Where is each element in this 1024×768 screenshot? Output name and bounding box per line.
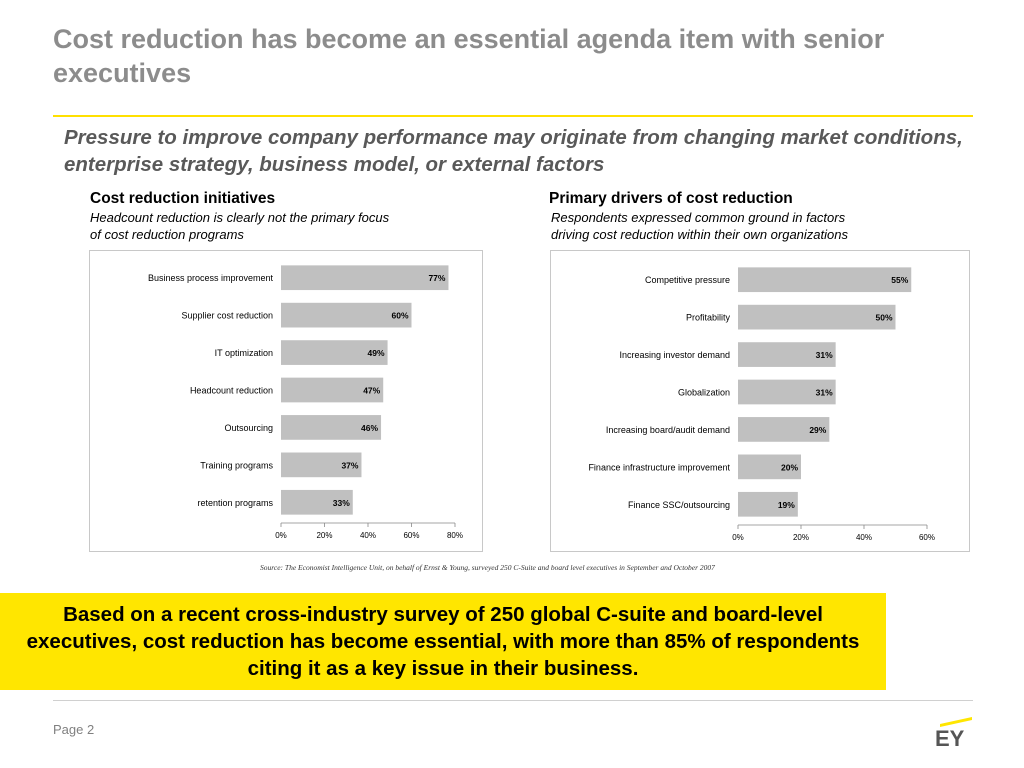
x-tick-label: 60% bbox=[403, 531, 419, 540]
left-chart-heading: Cost reduction initiatives bbox=[90, 190, 276, 207]
category-label: Increasing investor demand bbox=[619, 350, 730, 360]
x-tick-label: 80% bbox=[447, 531, 463, 540]
x-tick-label: 40% bbox=[856, 533, 872, 542]
x-tick-label: 0% bbox=[275, 531, 287, 540]
page-subtitle: Pressure to improve company performance … bbox=[64, 126, 963, 176]
callout-text: Based on a recent cross-industry survey … bbox=[26, 603, 860, 680]
data-label: 37% bbox=[341, 460, 358, 470]
ey-logo: EY bbox=[935, 717, 972, 749]
left-bar-chart: Business process improvement 77% Supplier … bbox=[148, 265, 463, 540]
bar bbox=[281, 489, 353, 515]
category-label: Headcount reduction bbox=[190, 386, 273, 396]
data-label: 29% bbox=[809, 425, 826, 435]
left-chart-note-line1: Headcount reduction is clearly not the p… bbox=[90, 210, 390, 225]
category-label: Globalization bbox=[678, 388, 730, 398]
right-chart-note-line2: driving cost reduction within their own … bbox=[551, 227, 848, 242]
x-tick-label: 20% bbox=[793, 533, 809, 542]
footer-divider bbox=[53, 700, 973, 701]
bar bbox=[281, 377, 384, 403]
bar bbox=[281, 452, 362, 478]
left-chart-frame: Business process improvement 77% Supplier … bbox=[89, 250, 483, 552]
data-label: 31% bbox=[816, 388, 833, 398]
data-label: 19% bbox=[778, 500, 795, 510]
bar bbox=[738, 342, 836, 367]
bar bbox=[738, 304, 896, 330]
bar bbox=[281, 415, 382, 440]
right-chart-heading: Primary drivers of cost reduction bbox=[549, 190, 793, 207]
data-label: 55% bbox=[891, 275, 908, 285]
category-label: Profitability bbox=[686, 313, 731, 323]
category-label: Business process improvement bbox=[148, 273, 274, 283]
bar bbox=[738, 491, 798, 517]
ey-logo-letters: EY bbox=[935, 726, 965, 749]
data-label: 31% bbox=[816, 350, 833, 360]
data-label: 77% bbox=[428, 273, 445, 283]
data-label: 49% bbox=[368, 348, 385, 358]
right-bar-chart: Competitive pressure 55% Profitability 50% I… bbox=[588, 267, 935, 542]
x-tick-label: 20% bbox=[316, 531, 332, 540]
data-label: 50% bbox=[875, 313, 892, 323]
source-note: Source: The Economist Intelligence Unit,… bbox=[260, 563, 715, 572]
page-number: Page 2 bbox=[53, 722, 95, 737]
data-label: 33% bbox=[333, 498, 350, 508]
left-chart-note-line2: of cost reduction programs bbox=[90, 227, 244, 242]
x-tick-label: 60% bbox=[919, 533, 935, 542]
bar bbox=[281, 265, 449, 291]
category-label: Increasing board/audit demand bbox=[606, 425, 730, 435]
ey-logo-beam bbox=[940, 717, 972, 727]
category-label: Training programs bbox=[200, 460, 273, 470]
bar bbox=[281, 340, 388, 365]
x-tick-label: 40% bbox=[360, 531, 376, 540]
callout-box: Based on a recent cross-industry survey … bbox=[0, 593, 886, 690]
category-label: Finance infrastructure improvement bbox=[588, 462, 730, 472]
bar bbox=[281, 302, 412, 328]
bar bbox=[738, 379, 836, 405]
right-chart-note-line1: Respondents expressed common ground in f… bbox=[551, 210, 846, 225]
x-tick-label: 0% bbox=[732, 533, 744, 542]
data-label: 20% bbox=[781, 462, 798, 472]
right-chart-frame: Competitive pressure 55% Profitability 50% I… bbox=[550, 250, 970, 552]
bar bbox=[738, 454, 801, 480]
data-label: 47% bbox=[363, 386, 380, 396]
bar bbox=[738, 417, 830, 442]
category-label: IT optimization bbox=[215, 348, 273, 358]
category-label: Competitive pressure bbox=[645, 275, 730, 285]
data-label: 60% bbox=[391, 311, 408, 321]
bar bbox=[738, 267, 912, 293]
category-label: Supplier cost reduction bbox=[181, 311, 273, 321]
category-label: retention programs bbox=[197, 498, 273, 508]
title-divider bbox=[53, 115, 973, 117]
category-label: Finance SSC/outsourcing bbox=[628, 500, 730, 510]
page-title: Cost reduction has become an essential a… bbox=[53, 24, 885, 88]
data-label: 46% bbox=[361, 423, 378, 433]
category-label: Outsourcing bbox=[224, 423, 273, 433]
